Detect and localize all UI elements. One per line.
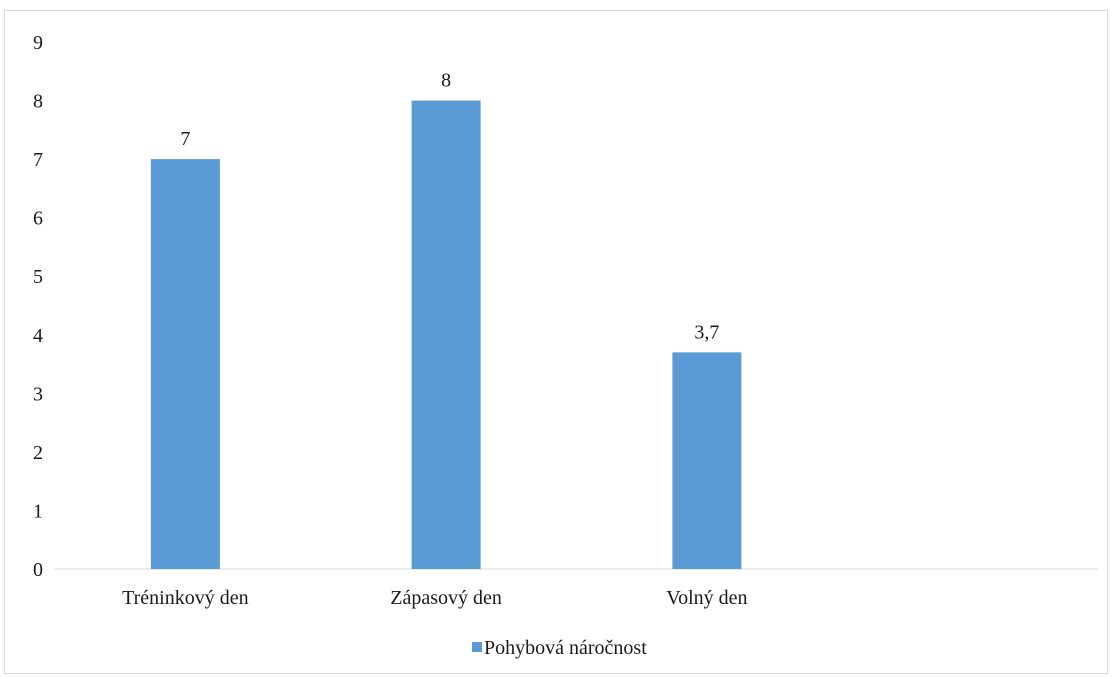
bar xyxy=(150,159,220,569)
data-label: 7 xyxy=(180,128,190,150)
bar xyxy=(672,352,742,569)
y-tick-label: 2 xyxy=(33,442,43,464)
category-label: Tréninkový den xyxy=(122,587,248,609)
y-tick-label: 4 xyxy=(33,325,43,347)
legend: Pohybová náročnost xyxy=(472,637,647,659)
data-label: 8 xyxy=(441,70,451,92)
y-tick-label: 7 xyxy=(33,149,43,171)
category-labels: Tréninkový den Zápasový den Volný den xyxy=(122,587,747,609)
legend-label: Pohybová náročnost xyxy=(484,637,647,659)
y-tick-label: 9 xyxy=(33,32,43,54)
y-tick-label: 5 xyxy=(33,266,43,288)
bar-group xyxy=(150,100,742,570)
data-label: 3,7 xyxy=(694,321,719,343)
y-tick-label: 3 xyxy=(33,383,43,405)
category-label: Zápasový den xyxy=(390,587,502,609)
data-labels: 783,7 xyxy=(180,70,719,344)
legend-swatch xyxy=(472,642,482,652)
y-tick-label: 0 xyxy=(33,559,43,581)
y-axis-ticks: 0 1 2 3 4 5 6 7 8 9 xyxy=(33,32,43,581)
bar xyxy=(411,100,481,570)
y-tick-label: 1 xyxy=(33,500,43,522)
category-label: Volný den xyxy=(666,587,747,609)
y-tick-label: 8 xyxy=(33,91,43,113)
y-tick-label: 6 xyxy=(33,208,43,230)
